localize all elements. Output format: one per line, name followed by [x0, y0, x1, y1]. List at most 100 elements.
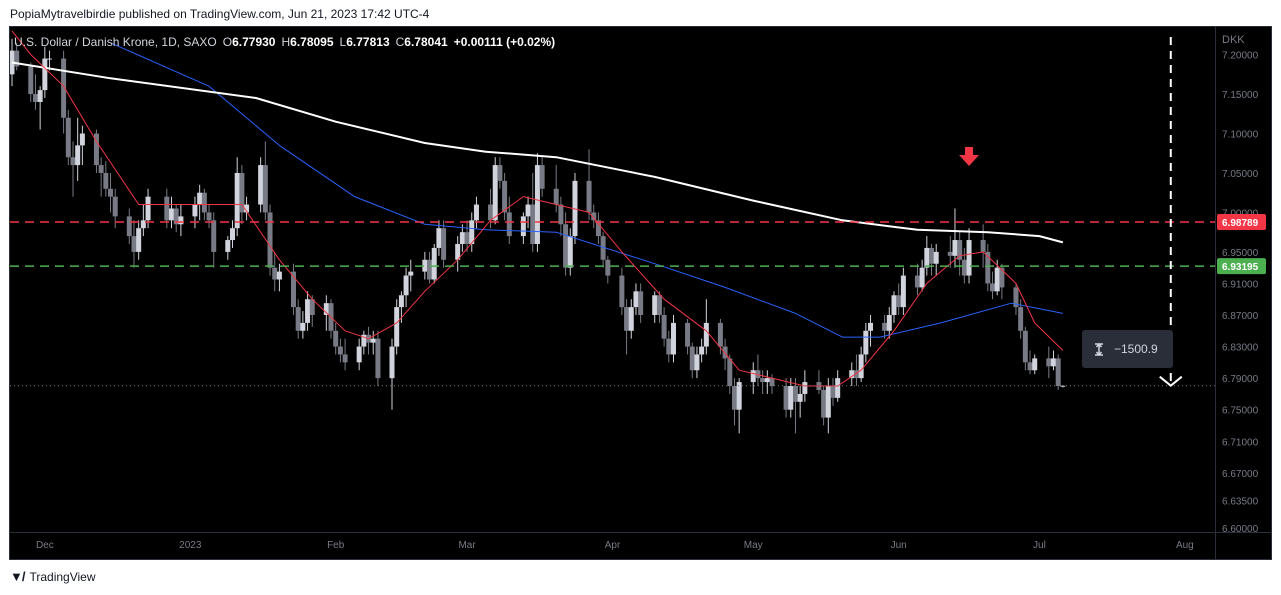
candle-body [929, 247, 935, 264]
ema-fast-line [11, 30, 1064, 387]
candle-body [924, 247, 930, 268]
candle-body [792, 386, 798, 402]
candle-body [65, 117, 71, 158]
price-tick-label: 6.63500 [1222, 496, 1259, 507]
price-tick-label: 6.67000 [1222, 469, 1259, 480]
candle-body [506, 212, 512, 237]
candle-body [464, 232, 470, 244]
candle-body [305, 299, 311, 323]
candle-body [140, 220, 146, 229]
candle-body [797, 393, 803, 402]
candle-body [703, 322, 709, 347]
time-tick-label: Jun [891, 540, 907, 551]
levels-layer [10, 221, 1215, 267]
time-scale[interactable]: Dec 2023 Feb Mar Apr May Jun Jul Aug [36, 540, 1194, 551]
candle-body [731, 386, 737, 410]
candle-body [258, 165, 264, 205]
time-tick-label: Jul [1033, 540, 1046, 551]
candle-body [591, 212, 597, 221]
legend-low: 6.77813 [346, 35, 390, 49]
footer: ▼/ TradingView [10, 569, 96, 584]
candle-body [459, 232, 465, 244]
candle-body [525, 204, 531, 217]
candle-body [600, 236, 606, 260]
plot-area[interactable] [10, 30, 1215, 434]
legend-change: +0.00111 (+0.02%) [454, 35, 555, 49]
candle-body [539, 165, 545, 189]
candle-body [79, 133, 85, 146]
price-tick-label: 6.60000 [1222, 524, 1259, 535]
sell-arrow-icon[interactable] [959, 147, 980, 166]
price-scale[interactable]: 7.20000 7.15000 7.10000 7.05000 7.00000 6.950… [1222, 51, 1259, 535]
candle-body [947, 251, 953, 256]
legend[interactable]: U.S. Dollar / Danish Krone, 1D, SAXO O6.7… [14, 35, 555, 49]
candle-body [403, 275, 409, 296]
candle-body [863, 330, 869, 355]
candle-body [234, 172, 240, 229]
candle-body [112, 196, 118, 217]
candle-body [47, 58, 53, 60]
candle-body [164, 196, 170, 221]
candle-body [933, 251, 939, 264]
time-tick-label: Aug [1176, 540, 1194, 551]
candle-body [398, 295, 404, 308]
candle-body [567, 236, 573, 268]
ma-long-line [11, 61, 1064, 244]
chart-frame[interactable]: U.S. Dollar / Danish Krone, 1D, SAXO O6.7… [9, 26, 1272, 560]
candle-body [492, 165, 498, 221]
candle-body [75, 145, 81, 166]
price-tick-label: 6.79000 [1222, 374, 1259, 385]
candle-body [966, 240, 972, 276]
candle-body [14, 50, 20, 67]
candle-body [694, 354, 700, 371]
legend-close-label: C [396, 35, 405, 49]
candle-body [722, 346, 728, 359]
candle-body [103, 172, 109, 189]
tradingview-logo-icon: ▼/ [10, 569, 26, 584]
candle-body [769, 378, 775, 387]
time-tick-label: Apr [605, 540, 621, 551]
candle-body [868, 322, 874, 331]
candle-body [28, 66, 34, 95]
candle-body [497, 165, 503, 181]
price-chart[interactable]: U.S. Dollar / Danish Krone, 1D, SAXO O6.7… [10, 27, 1271, 559]
candle-body [633, 291, 639, 308]
candle-body [685, 322, 691, 347]
measure-tool[interactable]: −1500.9 [1082, 330, 1173, 368]
candle-body [619, 275, 625, 308]
candle-body [638, 291, 644, 316]
candle-body [300, 322, 306, 331]
candle-body [717, 322, 723, 347]
candle-body [1050, 358, 1056, 367]
candle-body [534, 165, 540, 244]
measure-range-icon [1095, 342, 1103, 357]
candle-body [919, 267, 925, 288]
candle-body [42, 58, 48, 91]
candle-body [502, 180, 508, 213]
candle-body [201, 192, 207, 213]
candle-body [624, 307, 630, 331]
candle-body [455, 243, 461, 260]
price-tick-label: 6.95000 [1222, 248, 1259, 259]
candle-body [821, 389, 827, 418]
legend-high: 6.78095 [290, 35, 334, 49]
candle-body [173, 208, 179, 225]
arrow-down-icon [1159, 375, 1183, 387]
candle-body [1013, 287, 1019, 308]
candle-body [994, 267, 1000, 292]
candle-body [272, 267, 278, 280]
measure-label-box[interactable] [1082, 330, 1173, 368]
candle-body [1018, 307, 1024, 331]
candle-body [32, 94, 38, 102]
candle-body [1055, 358, 1061, 387]
candle-body [361, 334, 367, 347]
price-tick-label: 7.05000 [1222, 169, 1259, 180]
candle-body [145, 196, 151, 221]
time-tick-label: May [744, 540, 763, 551]
price-tick-label: 7.15000 [1222, 90, 1259, 101]
candle-body [375, 338, 381, 379]
price-tick-label: 6.75000 [1222, 406, 1259, 417]
price-tick-label: 6.83000 [1222, 343, 1259, 354]
resistance-price-label: 6.98789 [1222, 218, 1259, 229]
price-tick-label: 7.10000 [1222, 130, 1259, 141]
